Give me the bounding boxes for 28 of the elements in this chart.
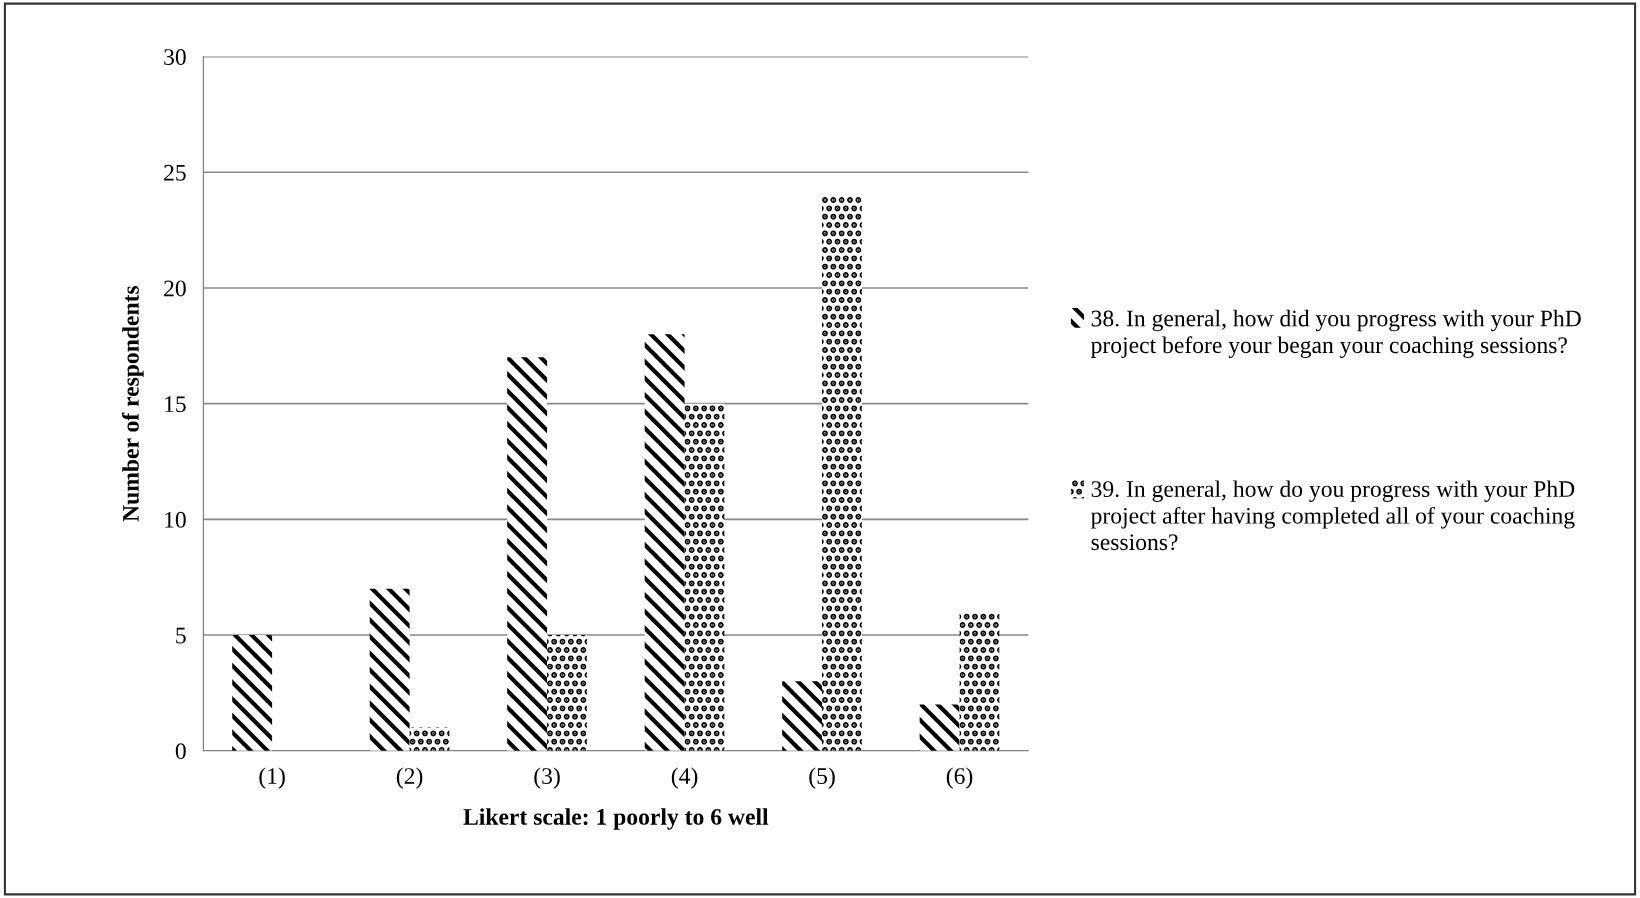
- x-tick-label: (6): [946, 767, 973, 789]
- y-tick-label: 10: [165, 511, 186, 528]
- bar: [959, 611, 1000, 751]
- y-tick-label: 25: [164, 164, 186, 181]
- x-tick-label: (5): [809, 767, 835, 789]
- bar: [919, 704, 960, 751]
- x-axis-title: Likert scale: 1 poorly to 6 well: [463, 808, 769, 830]
- y-axis-title: Number of respondents: [121, 285, 144, 522]
- bar: [507, 357, 548, 751]
- bar: [644, 334, 685, 751]
- x-tick-label: (2): [396, 767, 423, 789]
- bar: [782, 681, 823, 751]
- y-tick-label: 15: [165, 396, 186, 413]
- bar: [822, 195, 862, 751]
- bar: [369, 588, 410, 751]
- bar: [409, 727, 450, 751]
- x-tick-label: (3): [534, 767, 560, 789]
- y-tick-label: 0: [175, 743, 186, 760]
- bar: [232, 635, 273, 751]
- x-tick-label: (1): [259, 767, 285, 789]
- legend-label: 39. In general, how do you progress with your PhD project after having completed all of your coaching sessions?: [1090, 480, 1575, 551]
- y-tick-label: 5: [176, 627, 186, 644]
- legend-label: 38. In general, how did you progress with your PhD project before your began your coaching sessions?: [1090, 309, 1581, 358]
- bar: [684, 403, 725, 751]
- y-tick-label: 20: [164, 280, 186, 297]
- bar: [547, 635, 587, 751]
- y-tick-label: 30: [164, 49, 186, 65]
- x-tick-label: (4): [671, 767, 698, 789]
